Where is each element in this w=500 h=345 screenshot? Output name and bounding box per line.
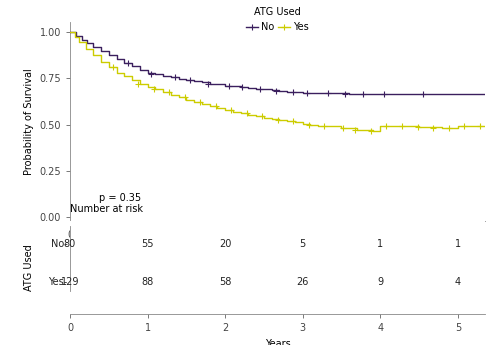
Text: ATG Used: ATG Used [24, 244, 34, 291]
Text: Number at risk: Number at risk [70, 204, 143, 214]
Text: No-: No- [51, 239, 68, 249]
Text: 80: 80 [64, 239, 76, 249]
Text: p = 0.35: p = 0.35 [99, 193, 141, 203]
Text: 4: 4 [455, 277, 461, 287]
Text: 9: 9 [377, 277, 384, 287]
Text: 55: 55 [142, 239, 154, 249]
Text: 1: 1 [377, 239, 384, 249]
X-axis label: Years: Years [264, 338, 290, 345]
Legend: No, Yes: No, Yes [242, 3, 312, 36]
Text: 5: 5 [300, 239, 306, 249]
Text: Yes-: Yes- [48, 277, 68, 287]
Text: 58: 58 [219, 277, 232, 287]
Text: 20: 20 [219, 239, 232, 249]
Text: 1: 1 [455, 239, 461, 249]
Text: 88: 88 [142, 277, 154, 287]
Y-axis label: Probability of Survival: Probability of Survival [24, 68, 34, 175]
Text: 129: 129 [61, 277, 79, 287]
Text: 26: 26 [296, 277, 309, 287]
